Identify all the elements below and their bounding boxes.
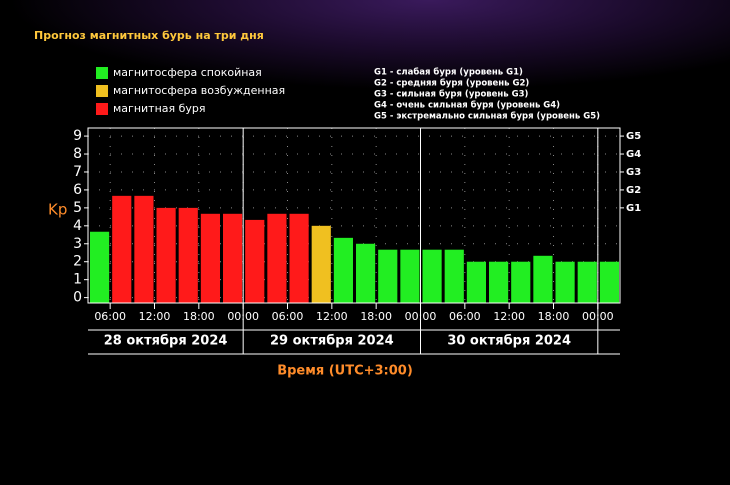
y-tick-label: 2 (73, 254, 82, 270)
x-tick-label: 06:00 (94, 310, 126, 323)
bar (333, 237, 353, 303)
y-tick-label: 0 (73, 290, 82, 306)
y-tick-label: 5 (73, 200, 82, 216)
y2-tick-label: G4 (626, 149, 641, 160)
plot-frame (87, 127, 621, 304)
bar (178, 207, 198, 303)
bar (200, 213, 220, 303)
day-label: 29 октября 2024 (270, 334, 394, 349)
y2-tick-label: G3 (626, 167, 641, 178)
bar (223, 213, 243, 303)
storm-level-note: G2 - средняя буря (уровень G2) (374, 78, 529, 89)
bar (156, 207, 176, 303)
bar (400, 249, 420, 303)
day-label: 30 октября 2024 (447, 334, 571, 349)
bar (511, 261, 531, 303)
bar (311, 225, 331, 303)
x-tick-label: 18:00 (360, 310, 392, 323)
bar (533, 255, 553, 303)
x-tick-label: 18:00 (538, 310, 570, 323)
storm-level-note: G3 - сильная буря (уровень G3) (374, 89, 529, 100)
bar (599, 261, 619, 303)
x-tick-label: 18:00 (183, 310, 215, 323)
bar (245, 219, 265, 303)
y-tick-label: 1 (73, 272, 82, 288)
y2-tick-label: G1 (626, 203, 641, 214)
bar (356, 243, 376, 303)
bar (466, 261, 486, 303)
y2-tick-label: G2 (626, 185, 641, 196)
y-tick-label: 7 (73, 164, 82, 180)
storm-level-note: G4 - очень сильная буря (уровень G4) (374, 100, 560, 111)
bar (90, 231, 110, 303)
legend-swatch (96, 103, 108, 115)
x-tick-label: 12:00 (316, 310, 348, 323)
y-tick-label: 8 (73, 146, 82, 162)
legend-swatch (96, 67, 108, 79)
storm-level-note: G1 - слабая буря (уровень G1) (374, 67, 523, 78)
y-tick-label: 3 (73, 236, 82, 252)
bar (134, 195, 154, 303)
legend-label: магнитная буря (113, 102, 206, 115)
y2-tick-label: G5 (626, 131, 641, 142)
legend-swatch (96, 85, 108, 97)
legend-label: магнитосфера спокойная (113, 66, 262, 79)
x-tick-label: 12:00 (139, 310, 171, 323)
x-tick-label: 06:00 (449, 310, 481, 323)
bar (444, 249, 464, 303)
bar (289, 213, 309, 303)
storm-level-note: G5 - экстремально сильная буря (уровень … (374, 111, 600, 122)
x-tick-label: 06:00 (272, 310, 304, 323)
bar (378, 249, 398, 303)
bar (422, 249, 442, 303)
y-tick-label: 9 (73, 128, 82, 144)
x-tick-label: 12:00 (493, 310, 525, 323)
y-tick-label: 4 (73, 218, 82, 234)
bar (577, 261, 597, 303)
legend-label: магнитосфера возбужденная (113, 84, 285, 97)
bar (555, 261, 575, 303)
day-label: 28 октября 2024 (104, 334, 228, 349)
y-tick-label: 6 (73, 182, 82, 198)
y-axis-label: Kp (48, 201, 67, 219)
chart-title: Прогноз магнитных бурь на три дня (34, 29, 264, 42)
bar (267, 213, 287, 303)
bar (489, 261, 509, 303)
x-axis-label: Время (UTC+3:00) (277, 364, 413, 379)
bar (112, 195, 132, 303)
